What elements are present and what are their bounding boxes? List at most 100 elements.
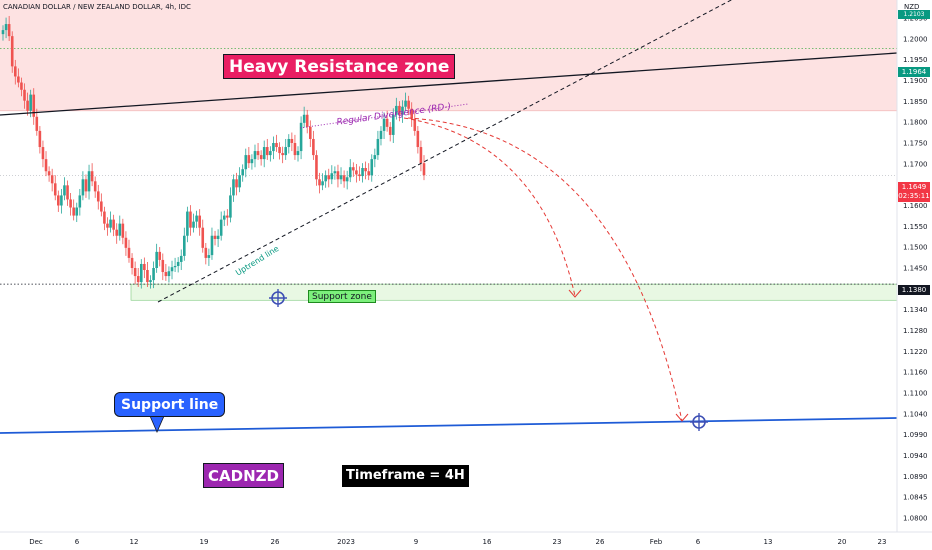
candle-body [278, 147, 281, 154]
candle-body [376, 138, 380, 156]
candle-body [422, 163, 426, 176]
candle-body [247, 155, 251, 164]
candle-body [127, 247, 131, 258]
candle-body [96, 191, 100, 202]
candle-body [358, 174, 361, 177]
candle-body [272, 143, 275, 152]
price-tick-label: 1.0890 [903, 473, 928, 481]
time-tick-label: 26 [271, 538, 280, 546]
time-tick-label: 6 [75, 538, 80, 546]
candle-body [315, 155, 318, 180]
green-price-tag: 1.1964 [898, 67, 930, 77]
target-icon-support-zone [269, 289, 287, 307]
projection-arrowhead [675, 413, 689, 422]
time-tick-label: 26 [596, 538, 605, 546]
candle-body [244, 155, 248, 170]
candle-body [158, 251, 162, 260]
price-tick-label: 1.1550 [903, 223, 928, 231]
time-tick-label: 23 [553, 538, 562, 546]
time-tick-label: 19 [200, 538, 209, 546]
candle-body [41, 147, 45, 160]
candle-body [152, 268, 155, 281]
candle-body [23, 89, 26, 101]
currency-label: NZD [904, 3, 920, 11]
candle-body [355, 170, 358, 175]
candle-body [250, 159, 254, 164]
top-price-tag: 1.2103 [898, 10, 930, 19]
candle-body [379, 130, 383, 139]
candle-body [93, 181, 97, 192]
candle-body [17, 76, 20, 83]
candle-body [213, 235, 217, 239]
candle-body [342, 175, 346, 182]
price-tick-label: 1.1800 [903, 119, 928, 127]
candle-body [312, 138, 315, 156]
time-tick-label: 13 [764, 538, 773, 546]
last-price-tag: 1.1649 02:35:11 [898, 182, 930, 202]
candle-body [352, 167, 355, 171]
candle-body [173, 265, 177, 268]
candle-body [90, 171, 94, 182]
candle-body [259, 155, 263, 160]
candle-body [139, 263, 143, 283]
candle-body [20, 82, 23, 90]
projection-arrowhead [568, 289, 582, 298]
candle-body [10, 36, 14, 67]
support-line-callout[interactable]: Support line [114, 392, 226, 417]
price-tick-label: 1.0845 [903, 494, 928, 502]
price-tick-label: 1.1160 [903, 369, 928, 377]
candle-body [407, 100, 410, 109]
timeframe-label[interactable]: Timeframe = 4H [342, 465, 469, 487]
candle-body [253, 151, 257, 160]
last-price-value: 1.1649 [901, 183, 927, 191]
candle-body [109, 219, 112, 228]
candle-body [391, 114, 395, 135]
price-tick-label: 1.1500 [903, 244, 928, 252]
candle-body [336, 171, 340, 180]
candle-body [53, 183, 57, 196]
candle-body [382, 118, 386, 131]
candle-body [321, 181, 324, 186]
candle-body [219, 219, 223, 236]
candle-body [118, 223, 122, 236]
support-zone-label[interactable]: Support zone [308, 290, 376, 303]
candle-body [361, 168, 364, 177]
time-tick-label: 12 [130, 538, 139, 546]
candle-body [38, 130, 42, 148]
candle-body [287, 138, 291, 148]
candle-body [345, 177, 349, 182]
divergence-line [299, 103, 469, 129]
candle-body [103, 211, 106, 224]
candle-body [143, 263, 146, 271]
resistance-zone-label[interactable]: Heavy Resistance zone [223, 54, 456, 79]
symbol-title: CANADIAN DOLLAR / NEW ZEALAND DOLLAR, 4h… [3, 3, 191, 11]
candle-body [4, 24, 8, 31]
price-tick-label: 1.1700 [903, 160, 928, 168]
candle-body [327, 175, 331, 180]
candle-body [84, 179, 88, 192]
price-tick-label: 1.0800 [903, 515, 928, 523]
candle-body [290, 138, 294, 143]
candle-body [229, 195, 232, 218]
candle-body [179, 255, 183, 262]
price-tick-label: 1.1900 [903, 77, 928, 85]
candle-body [238, 175, 241, 188]
candle-body [232, 179, 235, 196]
drawings-layer [0, 0, 898, 434]
candle-body [133, 268, 137, 277]
candle-body [75, 207, 79, 216]
price-tick-label: 1.1340 [903, 306, 928, 314]
candle-body [269, 151, 272, 156]
pair-label[interactable]: CADNZD [203, 463, 284, 488]
price-tick-label: 1.1450 [903, 265, 928, 273]
candle-body [401, 106, 404, 115]
candles-layer [1, 15, 426, 289]
support-price-tag: 1.1380 [898, 285, 930, 295]
price-tick-label: 1.1040 [903, 410, 928, 418]
candle-body [183, 235, 186, 256]
candle-body [235, 179, 238, 188]
candle-body [155, 251, 158, 268]
candle-body [419, 147, 423, 164]
uptrend-line [157, 0, 733, 303]
price-tick-label: 1.0990 [903, 431, 928, 439]
